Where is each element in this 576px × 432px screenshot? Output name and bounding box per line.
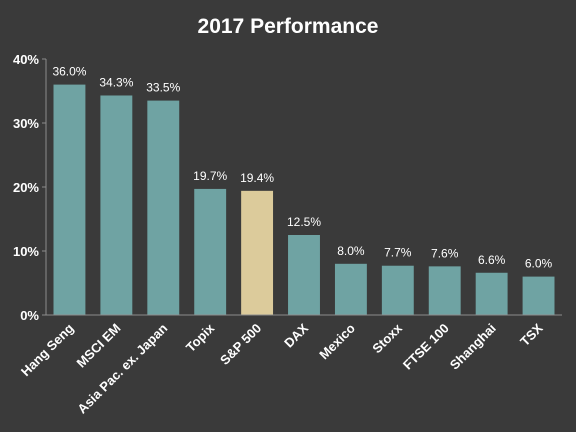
data-label: 33.5%	[146, 81, 180, 95]
bar	[522, 276, 555, 315]
bar	[428, 266, 461, 315]
y-tick-label: 0%	[20, 308, 39, 323]
y-axis: 0% 10% 20% 30% 40%	[13, 52, 47, 323]
bar	[53, 84, 86, 315]
y-tick-label: 10%	[13, 244, 39, 259]
data-labels-group: 36.0% 34.3% 33.5% 19.7% 19.4% 12.5% 8.0% 7.7% 7.…	[52, 65, 552, 271]
data-label: 6.6%	[478, 253, 506, 267]
data-label: 12.5%	[287, 215, 321, 229]
bar	[194, 188, 227, 315]
data-label: 36.0%	[52, 65, 86, 79]
bars-group	[53, 84, 555, 315]
data-label: 19.4%	[240, 171, 274, 185]
data-label: 7.7%	[384, 246, 412, 260]
bar	[334, 263, 367, 315]
y-tick-label: 20%	[13, 180, 39, 195]
bar	[475, 272, 508, 315]
data-label: 34.3%	[99, 75, 133, 89]
data-label: 8.0%	[337, 244, 365, 258]
bar	[100, 95, 133, 315]
bar	[288, 235, 320, 315]
y-tick-label: 30%	[13, 116, 39, 131]
bar	[381, 265, 414, 315]
y-tick-label: 40%	[13, 52, 39, 67]
bar	[147, 100, 180, 315]
data-label: 6.0%	[525, 257, 553, 271]
data-label: 7.6%	[431, 246, 459, 260]
bar	[241, 190, 274, 315]
chart-title: 2017 Performance	[198, 15, 379, 38]
data-label: 19.7%	[193, 169, 227, 183]
